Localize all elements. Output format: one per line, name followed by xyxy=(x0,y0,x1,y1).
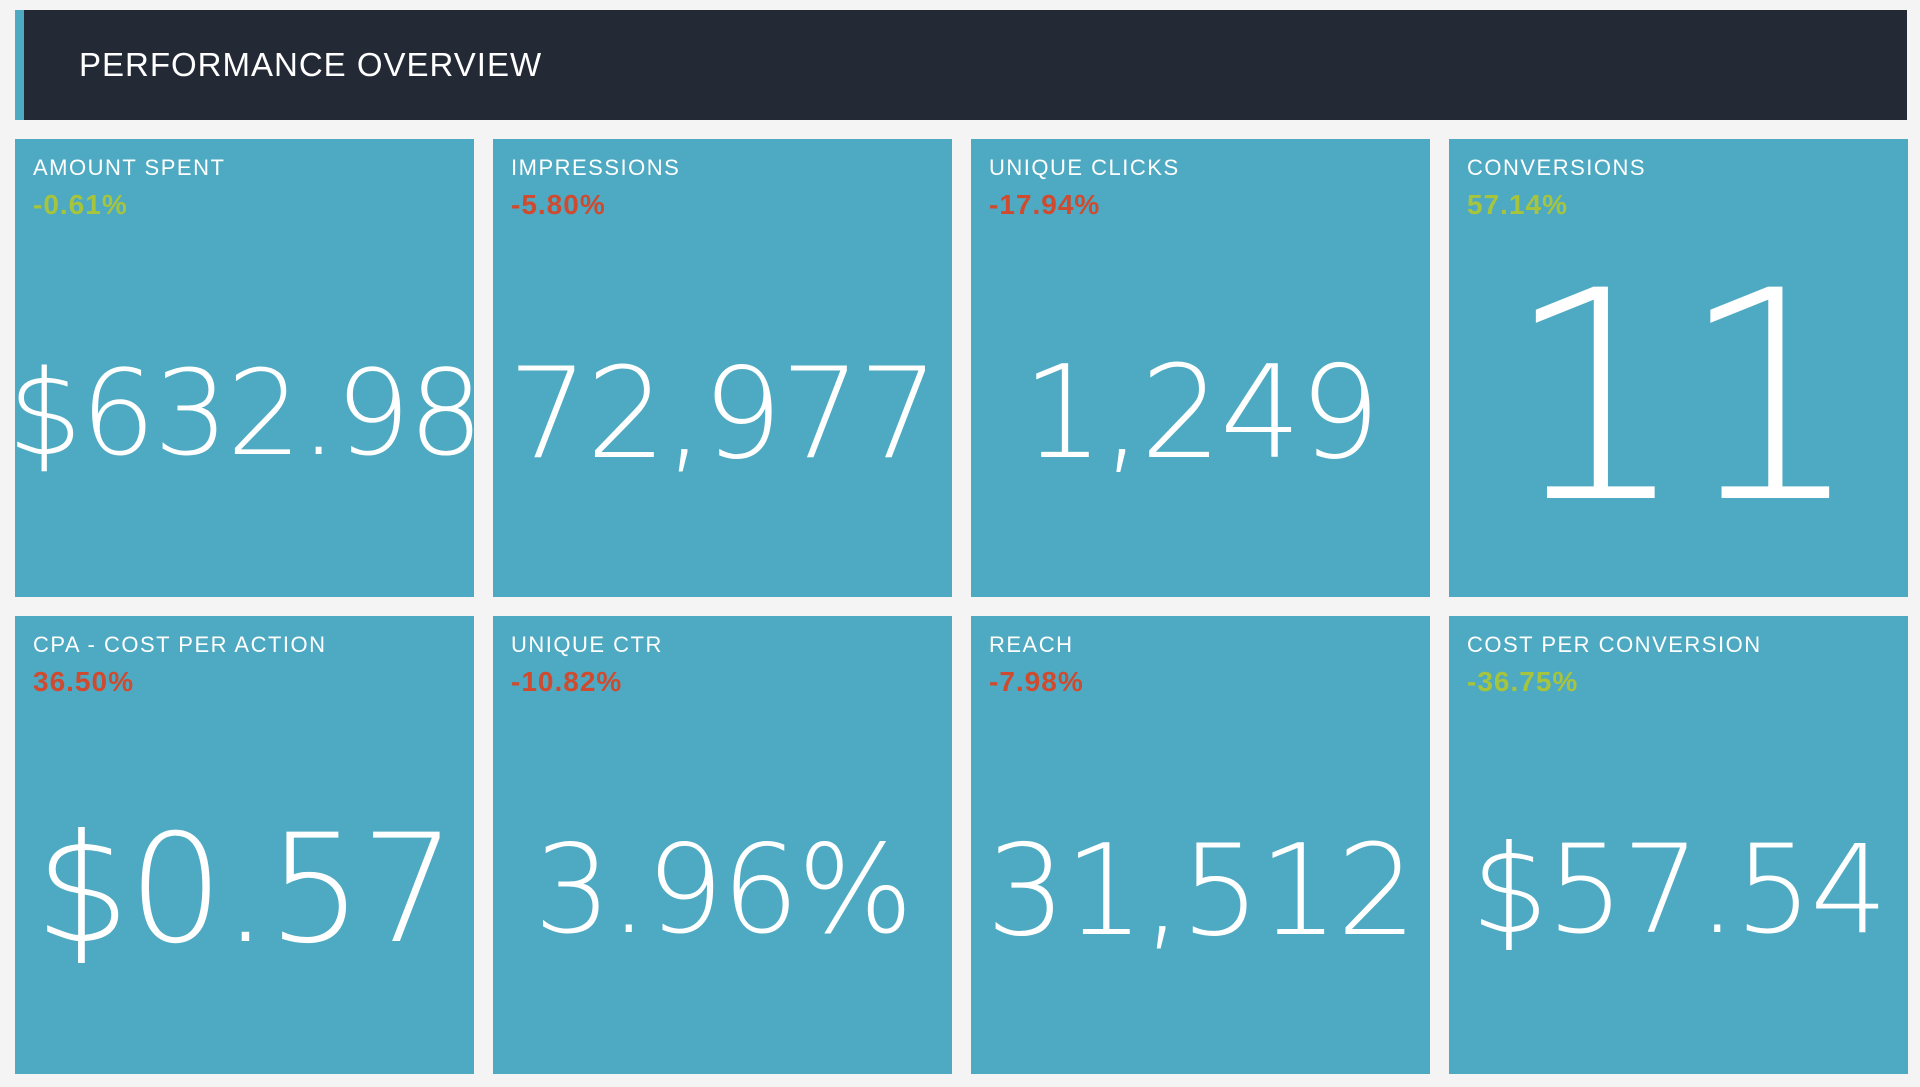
tile-label: CONVERSIONS xyxy=(1467,155,1647,180)
metrics-grid: AMOUNT SPENT -0.61% $632.98 IMPRESSIONS … xyxy=(15,139,1908,1076)
tile-value: 11 xyxy=(1503,229,1863,567)
tile-value: 3.96% xyxy=(533,819,914,961)
tile-label: CPA - COST PER ACTION xyxy=(33,632,327,657)
tile-value: $57.54 xyxy=(1471,819,1888,961)
tile-amount-spent[interactable]: AMOUNT SPENT -0.61% $632.98 xyxy=(15,139,474,597)
tile-change: -7.98% xyxy=(989,666,1084,697)
tile-label: AMOUNT SPENT xyxy=(33,155,226,180)
tile-change: 57.14% xyxy=(1467,189,1568,220)
tile-value: 72,977 xyxy=(508,339,939,487)
tile-label: UNIQUE CLICKS xyxy=(989,155,1180,180)
tile-impressions[interactable]: IMPRESSIONS -5.80% 72,977 xyxy=(493,139,952,597)
tile-change: -17.94% xyxy=(989,189,1101,220)
tile-label: UNIQUE CTR xyxy=(511,632,663,657)
tile-label: COST PER CONVERSION xyxy=(1467,632,1762,657)
tile-value: $0.57 xyxy=(34,803,456,977)
tile-unique-clicks[interactable]: UNIQUE CLICKS -17.94% 1,249 xyxy=(971,139,1430,597)
tile-change: -10.82% xyxy=(511,666,623,697)
tile-label: REACH xyxy=(989,632,1074,657)
tile-value: 1,249 xyxy=(1022,338,1380,488)
tile-value: $632.98 xyxy=(15,344,474,482)
page-title: PERFORMANCE OVERVIEW xyxy=(79,46,543,83)
tile-cpa[interactable]: CPA - COST PER ACTION 36.50% $0.57 xyxy=(15,616,474,1074)
tile-change: 36.50% xyxy=(33,666,134,697)
tile-change: -0.61% xyxy=(33,189,128,220)
tile-conversions[interactable]: CONVERSIONS 57.14% 11 xyxy=(1449,139,1908,597)
dashboard-header: PERFORMANCE OVERVIEW xyxy=(15,10,1907,120)
tile-change: -36.75% xyxy=(1467,666,1579,697)
tile-label: IMPRESSIONS xyxy=(511,155,681,180)
tile-change: -5.80% xyxy=(511,189,606,220)
tile-value: 31,512 xyxy=(986,816,1417,964)
tile-cost-per-conversion[interactable]: COST PER CONVERSION -36.75% $57.54 xyxy=(1449,616,1908,1074)
tile-reach[interactable]: REACH -7.98% 31,512 xyxy=(971,616,1430,1074)
tile-unique-ctr[interactable]: UNIQUE CTR -10.82% 3.96% xyxy=(493,616,952,1074)
